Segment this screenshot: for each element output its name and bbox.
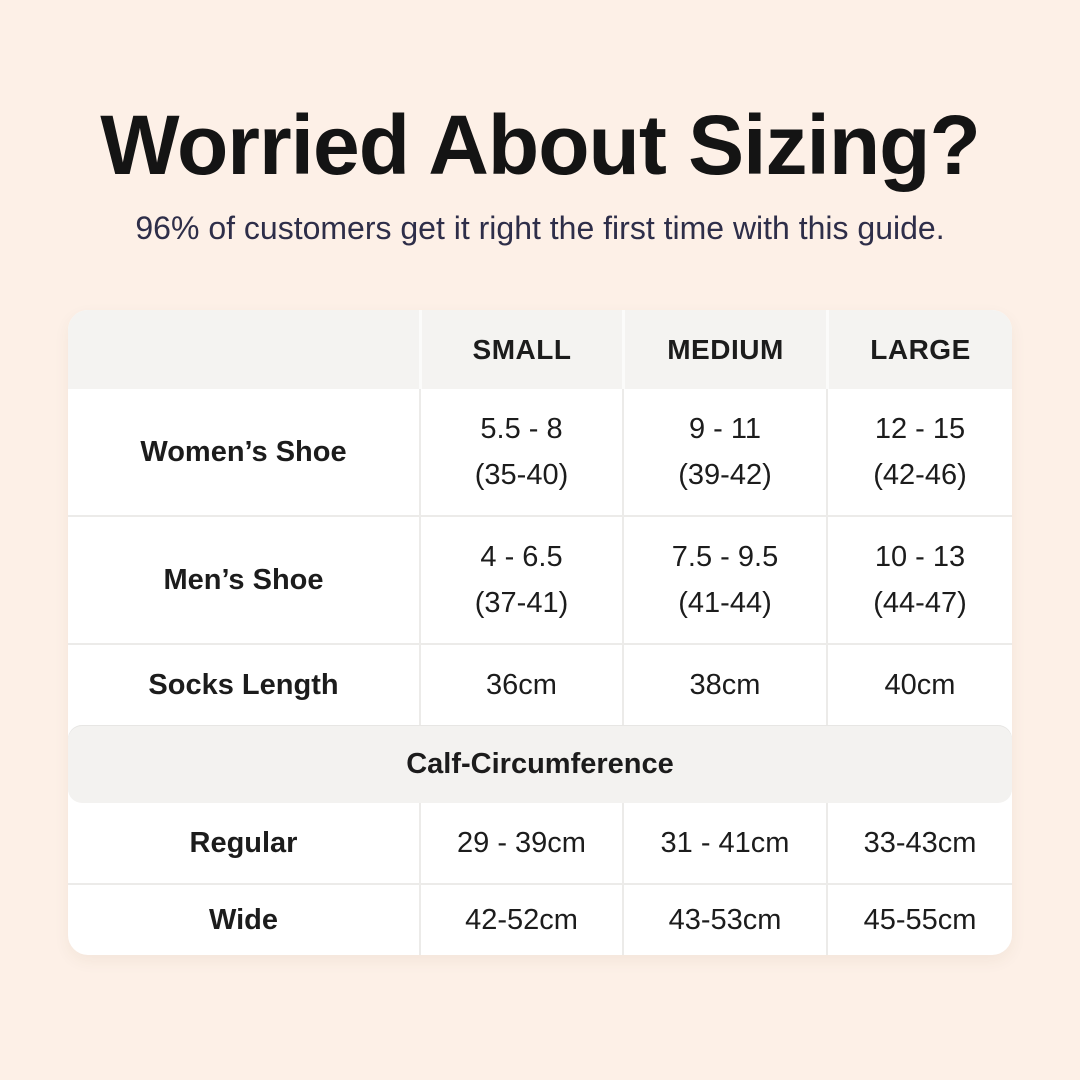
table-cell: 4 - 6.5 (37-41) [419, 517, 622, 644]
header-cell-empty [68, 310, 419, 390]
table-cell: 42-52cm [419, 885, 622, 956]
table-cell: 9 - 11 (39-42) [622, 389, 826, 516]
row-label-wide: Wide [208, 903, 279, 936]
table-row-socks-length: Socks Length 36cm 38cm 40cm [68, 643, 1012, 726]
table-cell: 12 - 15 (42-46) [826, 389, 1012, 516]
table-cell: 7.5 - 9.5 (41-44) [622, 517, 826, 644]
row-label-womens-shoe: Women’s Shoe [140, 435, 347, 468]
table-cell: 38cm [622, 645, 826, 726]
table-cell: 40cm [826, 645, 1012, 726]
table-row-wide: Wide 42-52cm 43-53cm 45-55cm [68, 883, 1012, 956]
table-cell: 33-43cm [826, 803, 1012, 884]
table-cell: 29 - 39cm [419, 803, 622, 884]
table-cell: 36cm [419, 645, 622, 726]
row-label-regular: Regular [189, 826, 298, 859]
row-label-socks-length: Socks Length [148, 668, 339, 701]
table-cell: 10 - 13 (44-47) [826, 517, 1012, 644]
section-header-calf-circumference: Calf-Circumference [68, 725, 1012, 804]
table-row-regular: Regular 29 - 39cm 31 - 41cm 33-43cm [68, 803, 1012, 884]
row-label-mens-shoe: Men’s Shoe [163, 563, 324, 596]
table-header-row: SMALL MEDIUM LARGE [68, 310, 1012, 390]
page-title: Worried About Sizing? [100, 98, 981, 192]
table-cell: 43-53cm [622, 885, 826, 956]
sizing-table: SMALL MEDIUM LARGE Women’s Shoe 5.5 - 8 … [68, 310, 1012, 956]
table-cell: 31 - 41cm [622, 803, 826, 884]
header-cell-medium: MEDIUM [622, 310, 826, 390]
table-row-womens-shoe: Women’s Shoe 5.5 - 8 (35-40) 9 - 11 (39-… [68, 389, 1012, 516]
table-cell: 5.5 - 8 (35-40) [419, 389, 622, 516]
header-cell-large: LARGE [826, 310, 1012, 390]
table-row-mens-shoe: Men’s Shoe 4 - 6.5 (37-41) 7.5 - 9.5 (41… [68, 515, 1012, 644]
header-cell-small: SMALL [419, 310, 622, 390]
page-subtitle: 96% of customers get it right the first … [135, 210, 945, 247]
header-block: Worried About Sizing? 96% of customers g… [0, 0, 1080, 248]
table-cell: 45-55cm [826, 885, 1012, 956]
